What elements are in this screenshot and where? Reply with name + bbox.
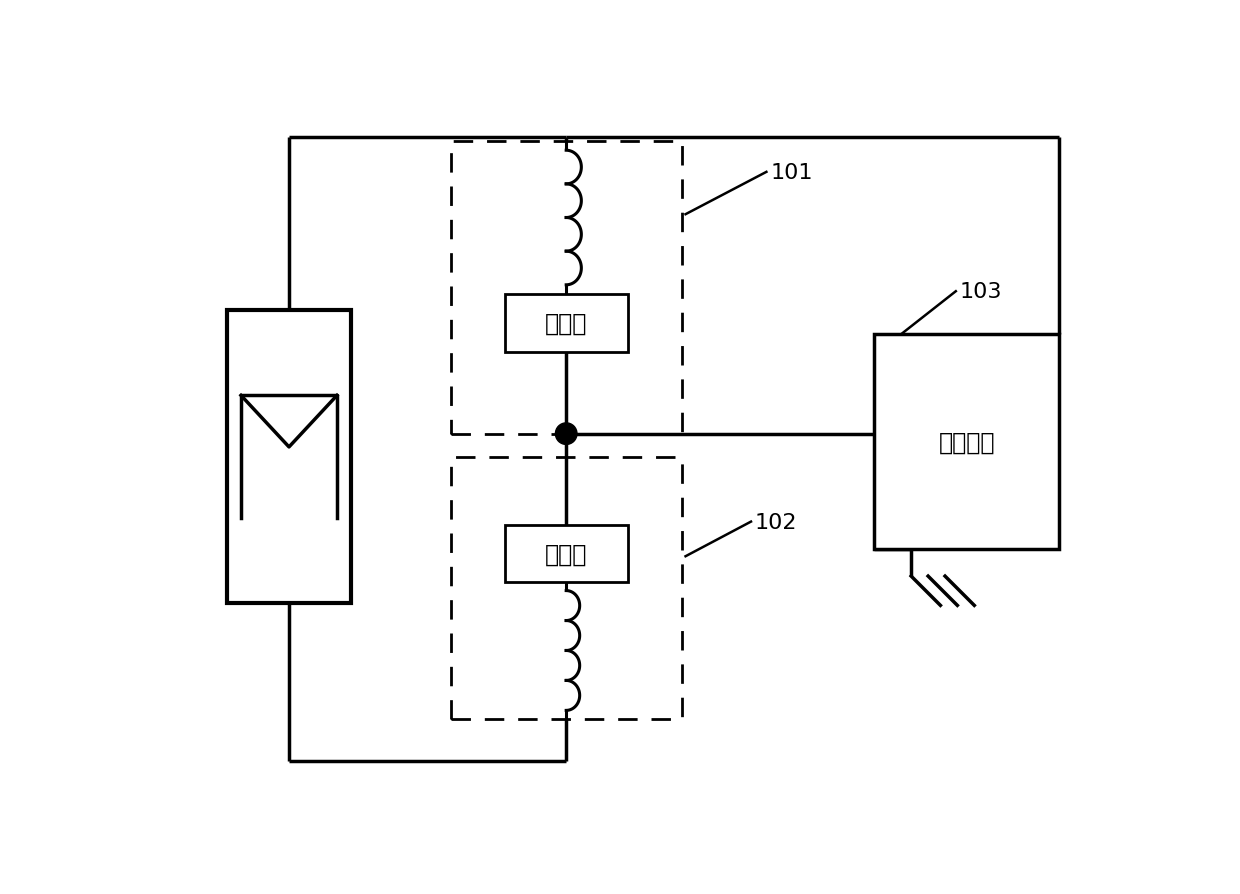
Bar: [505, 525, 627, 583]
Text: 直流电源: 直流电源: [939, 430, 994, 454]
Text: 继电器: 继电器: [546, 311, 588, 335]
Bar: [505, 295, 627, 352]
Text: 102: 102: [755, 512, 797, 532]
Text: 继电器: 继电器: [546, 542, 588, 566]
Text: 101: 101: [770, 163, 812, 182]
Bar: [874, 334, 1059, 550]
Circle shape: [556, 424, 577, 445]
Text: 103: 103: [960, 282, 1002, 302]
